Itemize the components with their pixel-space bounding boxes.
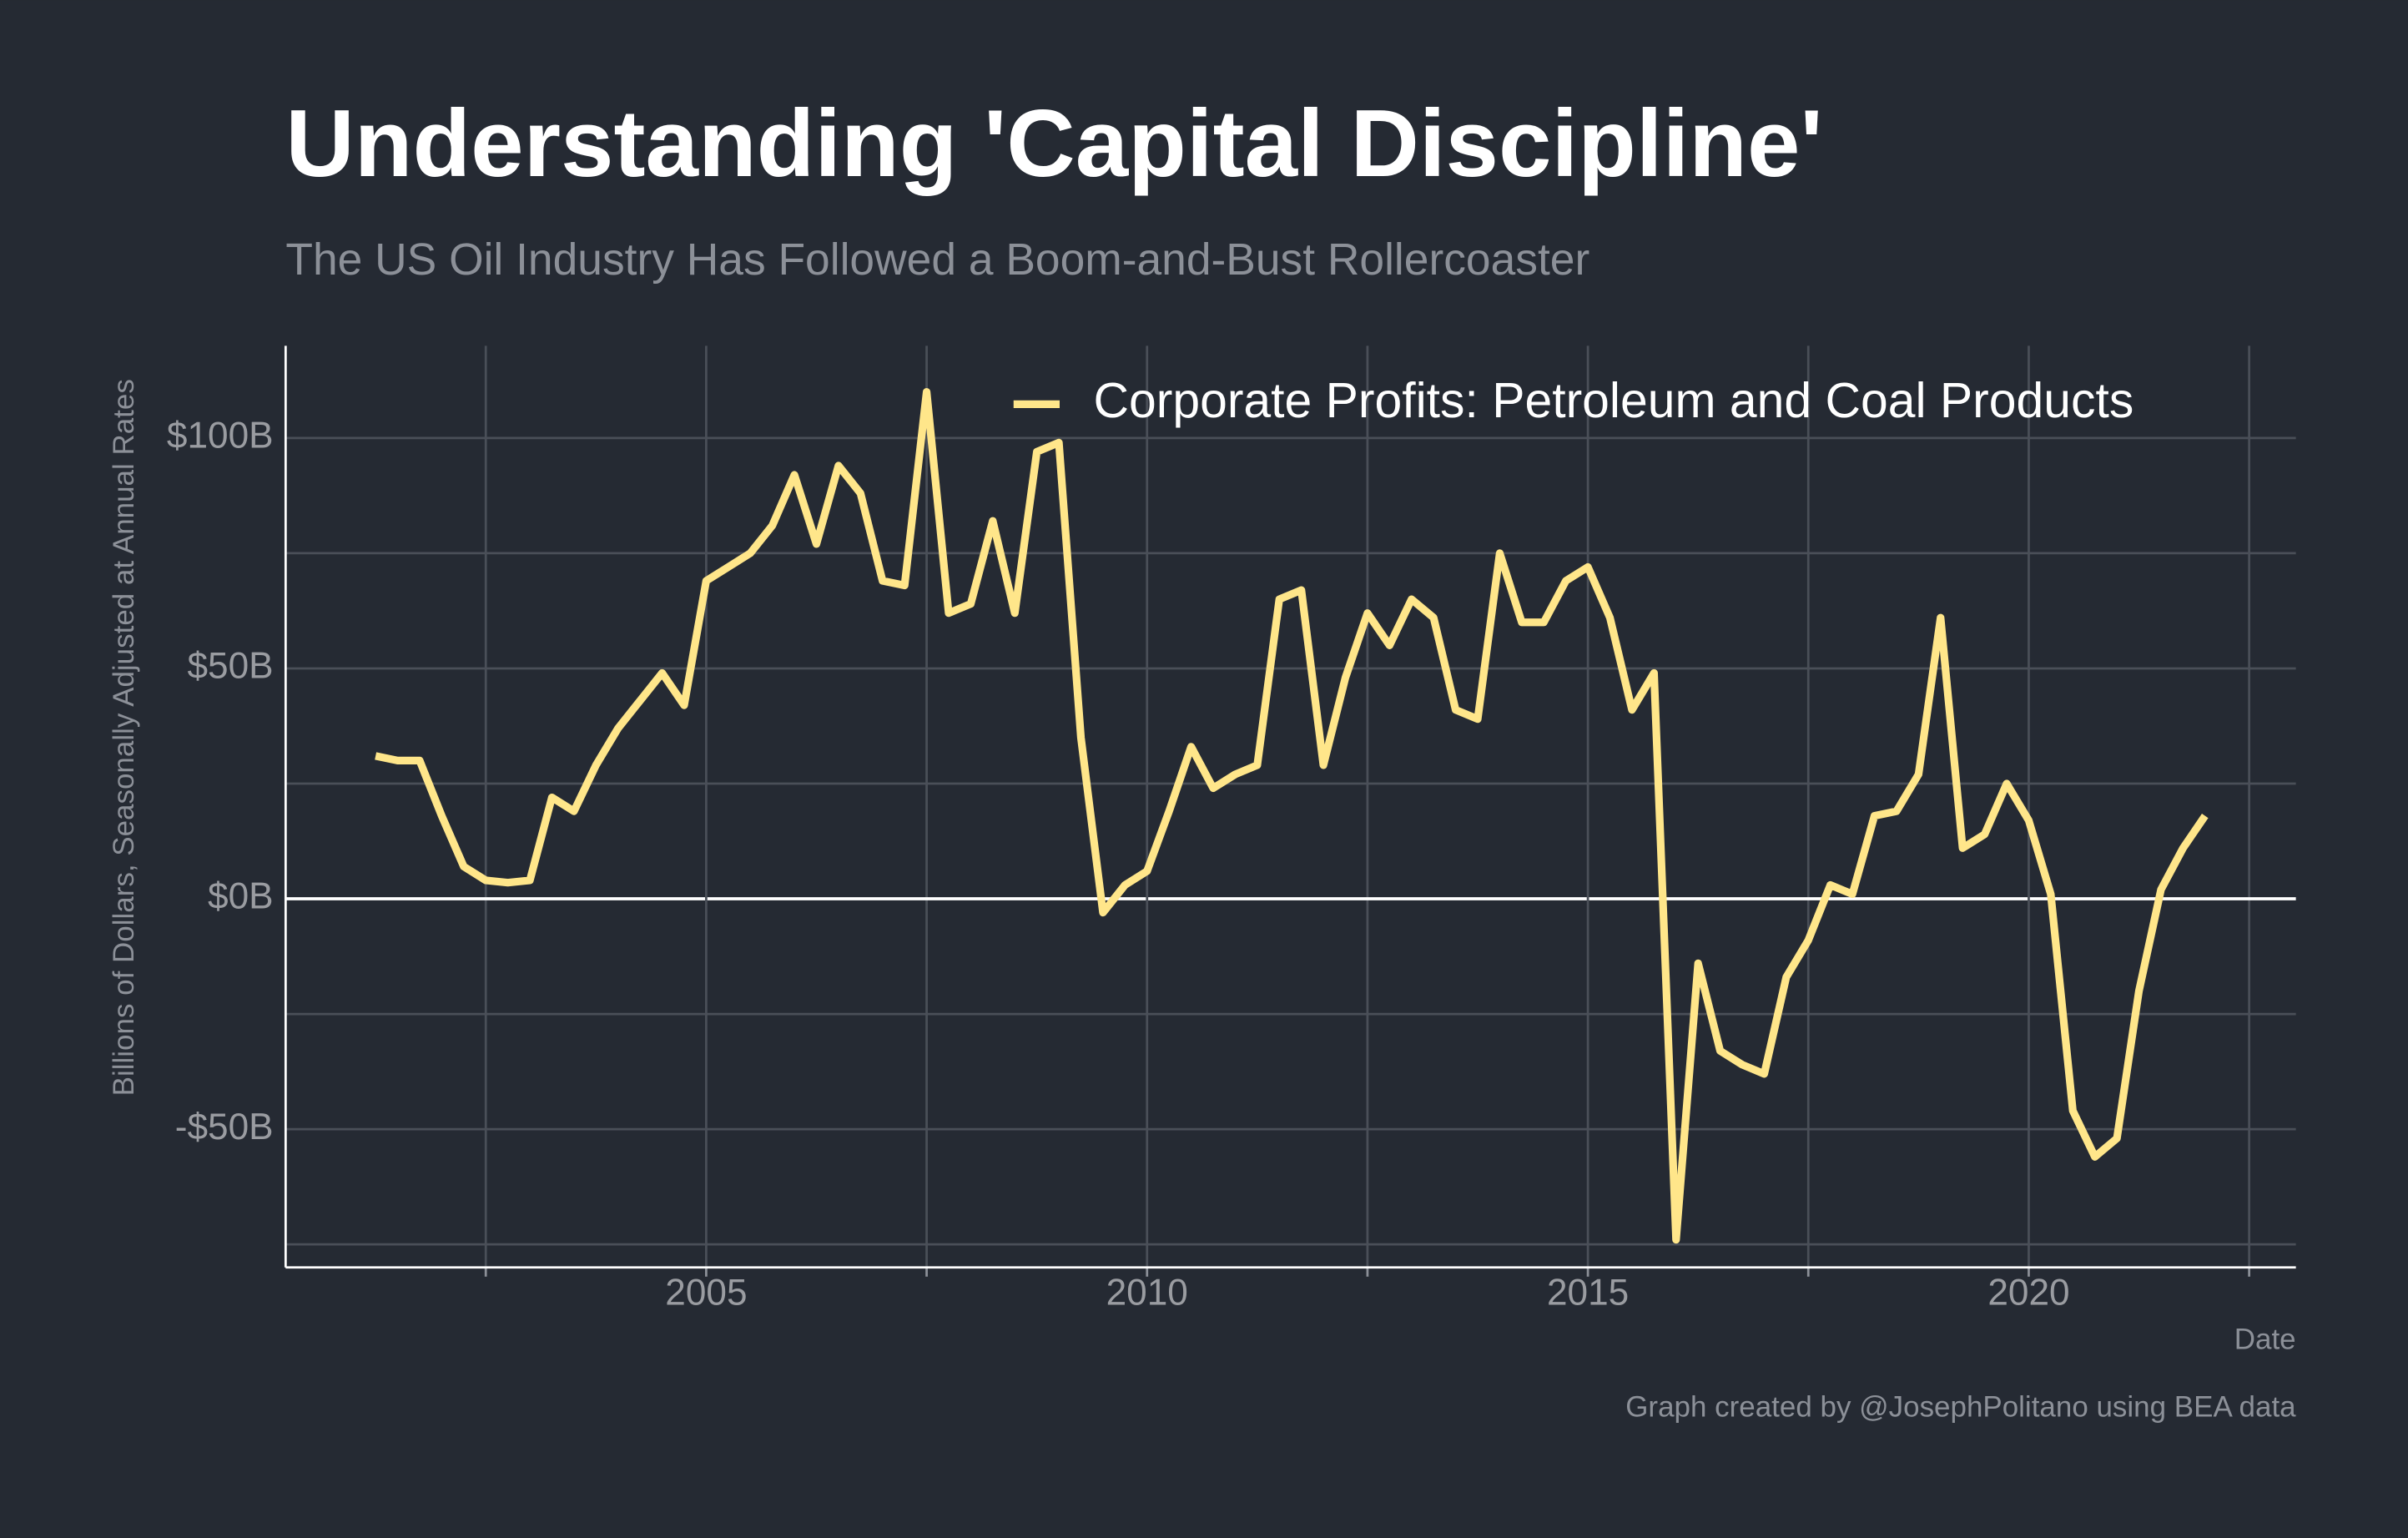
y-tick-label: $50B [187, 646, 273, 687]
x-tick-label: 2005 [665, 1273, 747, 1314]
x-tick-label: 2020 [1987, 1273, 2069, 1314]
y-tick-label: -$50B [175, 1107, 274, 1147]
legend-label: Corporate Profits: Petroleum and Coal Pr… [1093, 374, 2133, 428]
data-line [375, 388, 2209, 1244]
x-axis-label: Date [2234, 1323, 2296, 1355]
y-axis-label: Billions of Dollars, Seasonally Adjusted… [108, 379, 140, 1096]
chart-subtitle: The US Oil Industry Has Followed a Boom-… [285, 235, 1589, 285]
x-tick-label: 2010 [1106, 1273, 1188, 1314]
caption: Graph created by @JosephPolitano using B… [1625, 1390, 2296, 1423]
chart-title: Understanding 'Capital Discipline' [285, 91, 1822, 197]
y-tick-label: $100B [167, 416, 274, 456]
y-tick-label: $0B [208, 876, 274, 917]
x-tick-label: 2015 [1547, 1273, 1629, 1314]
